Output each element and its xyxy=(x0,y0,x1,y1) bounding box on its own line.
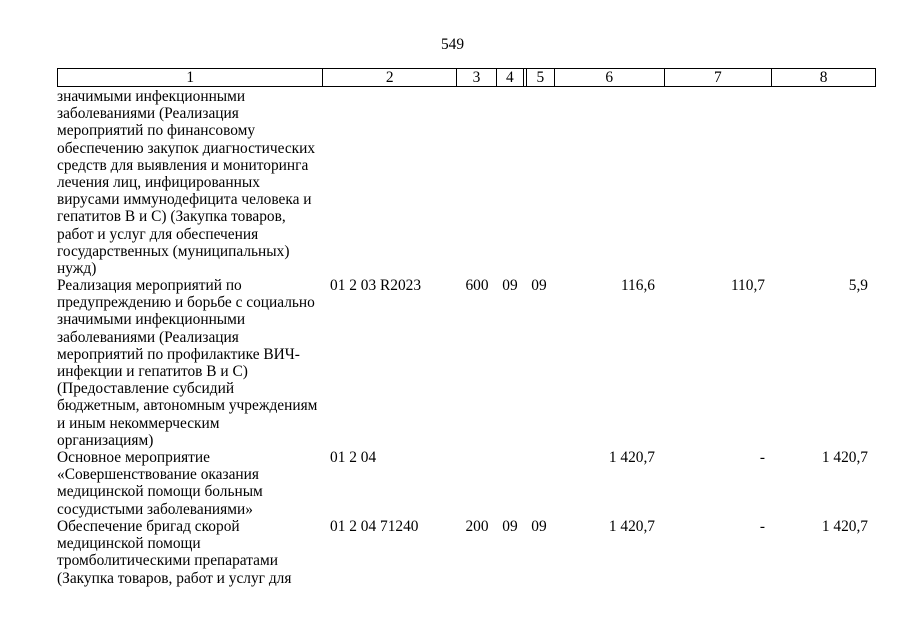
code-cell: 01 2 03 R2023 xyxy=(330,277,422,294)
column-number-3: 3 xyxy=(457,69,497,86)
column-number-6: 6 xyxy=(555,69,665,86)
code-cell: 01 2 04 xyxy=(330,449,377,466)
amount-2-cell: - xyxy=(759,449,765,466)
column-number-5: 5 xyxy=(522,69,555,86)
amount-3-cell: 1 420,7 xyxy=(821,449,868,466)
column-number-8: 8 xyxy=(819,68,828,86)
code-cell: 01 2 04 71240 xyxy=(330,518,419,535)
name-cell: значимыми инфекционными заболеваниями (Р… xyxy=(57,88,316,278)
column-header-row: 1 2 3 4 5 6 7 8 xyxy=(57,68,876,87)
amount-2-cell: - xyxy=(759,518,765,535)
column-number-1: 1 xyxy=(58,69,324,86)
section-cell: 09 xyxy=(502,277,518,294)
column-number-7: 7 xyxy=(665,69,773,86)
amount-1-cell: 1 420,7 xyxy=(608,518,655,535)
subsection-cell: 09 xyxy=(531,277,547,294)
amount-3-cell: 1 420,7 xyxy=(821,518,868,535)
amount-1-cell: 1 420,7 xyxy=(608,449,655,466)
name-cell: Основное мероприятие «Совершенствование … xyxy=(57,449,263,518)
subsection-cell: 09 xyxy=(531,518,547,535)
page-number: 549 xyxy=(440,36,465,53)
amount-3-cell: 5,9 xyxy=(848,277,868,294)
expense-type-cell: 200 xyxy=(465,518,489,535)
amount-1-cell: 116,6 xyxy=(620,277,655,294)
name-cell: Обеспечение бригад скорой медицинской по… xyxy=(57,518,292,587)
expense-type-cell: 600 xyxy=(465,277,489,294)
column-number-2: 2 xyxy=(323,69,458,86)
section-cell: 09 xyxy=(502,518,518,535)
column-number-4: 4 xyxy=(506,68,514,86)
name-cell: Реализация мероприятий по предупреждению… xyxy=(57,277,318,449)
amount-2-cell: 110,7 xyxy=(730,277,765,294)
